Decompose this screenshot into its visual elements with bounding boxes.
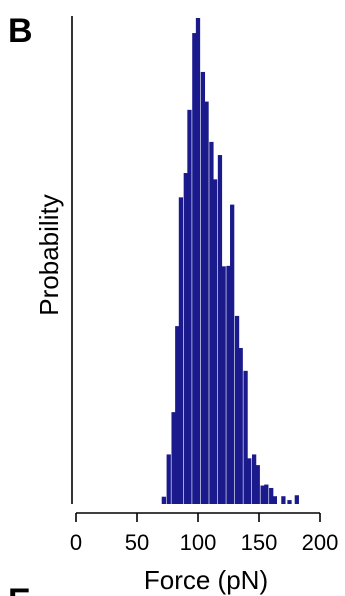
histogram-bar xyxy=(238,347,243,504)
histogram-bar xyxy=(294,495,299,504)
histogram-bar xyxy=(287,500,292,504)
histogram-bar xyxy=(161,496,166,504)
x-tick-label: 150 xyxy=(241,530,278,555)
histogram-bar xyxy=(281,496,286,504)
histogram-bar xyxy=(212,179,218,504)
histogram-bar xyxy=(175,326,180,504)
x-tick-label: 200 xyxy=(302,530,339,555)
histogram-bar xyxy=(251,454,257,504)
histogram-bar xyxy=(187,109,192,504)
histogram-bar xyxy=(192,33,197,504)
histogram-bar xyxy=(178,197,184,504)
histogram-bar xyxy=(166,454,171,504)
histogram-bar xyxy=(221,266,226,504)
x-tick-label: 50 xyxy=(125,530,149,555)
x-tick-label: 0 xyxy=(70,530,82,555)
histogram-bar xyxy=(226,265,231,504)
x-tick-group: 0 50 100 150 200 xyxy=(70,513,338,555)
x-axis-label: Force (pN) xyxy=(144,565,268,595)
histogram-bar xyxy=(243,370,248,504)
histogram-bar xyxy=(269,487,274,504)
bar-group xyxy=(161,18,299,505)
panel-letter: B xyxy=(8,12,33,50)
y-axis-label: Probability xyxy=(34,194,64,315)
histogram-bar xyxy=(272,496,277,504)
histogram-bar xyxy=(195,18,201,504)
histogram-bar xyxy=(171,412,176,504)
histogram-bar xyxy=(230,204,235,504)
histogram-bar xyxy=(200,71,206,504)
histogram-bar xyxy=(255,465,260,504)
histogram-bar xyxy=(234,315,240,504)
histogram-bar xyxy=(204,101,209,504)
x-tick-label: 100 xyxy=(180,530,217,555)
histogram-bar xyxy=(217,155,223,505)
next-panel-letter: E xyxy=(8,582,31,596)
histogram-bar xyxy=(183,173,188,504)
histogram-bar xyxy=(264,484,269,504)
histogram-bar xyxy=(260,485,265,504)
histogram-bar xyxy=(209,141,214,504)
histogram-bar xyxy=(247,458,252,504)
